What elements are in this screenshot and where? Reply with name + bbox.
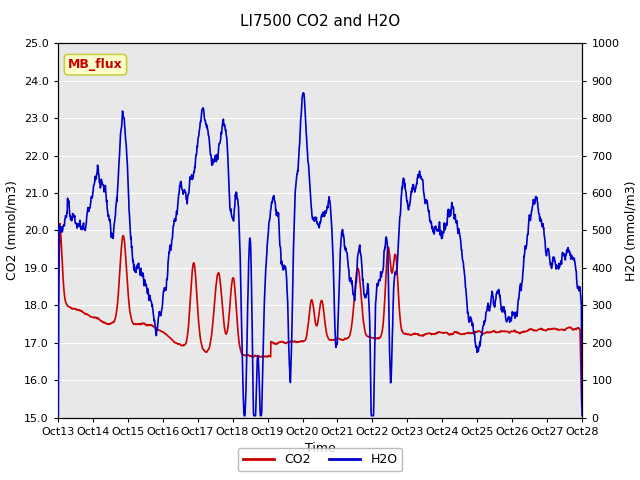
Y-axis label: CO2 (mmol/m3): CO2 (mmol/m3) <box>5 180 18 280</box>
Legend: CO2, H2O: CO2, H2O <box>237 448 403 471</box>
X-axis label: Time: Time <box>305 442 335 455</box>
Text: MB_flux: MB_flux <box>68 58 123 71</box>
Y-axis label: H2O (mmol/m3): H2O (mmol/m3) <box>625 180 638 281</box>
Text: LI7500 CO2 and H2O: LI7500 CO2 and H2O <box>240 14 400 29</box>
